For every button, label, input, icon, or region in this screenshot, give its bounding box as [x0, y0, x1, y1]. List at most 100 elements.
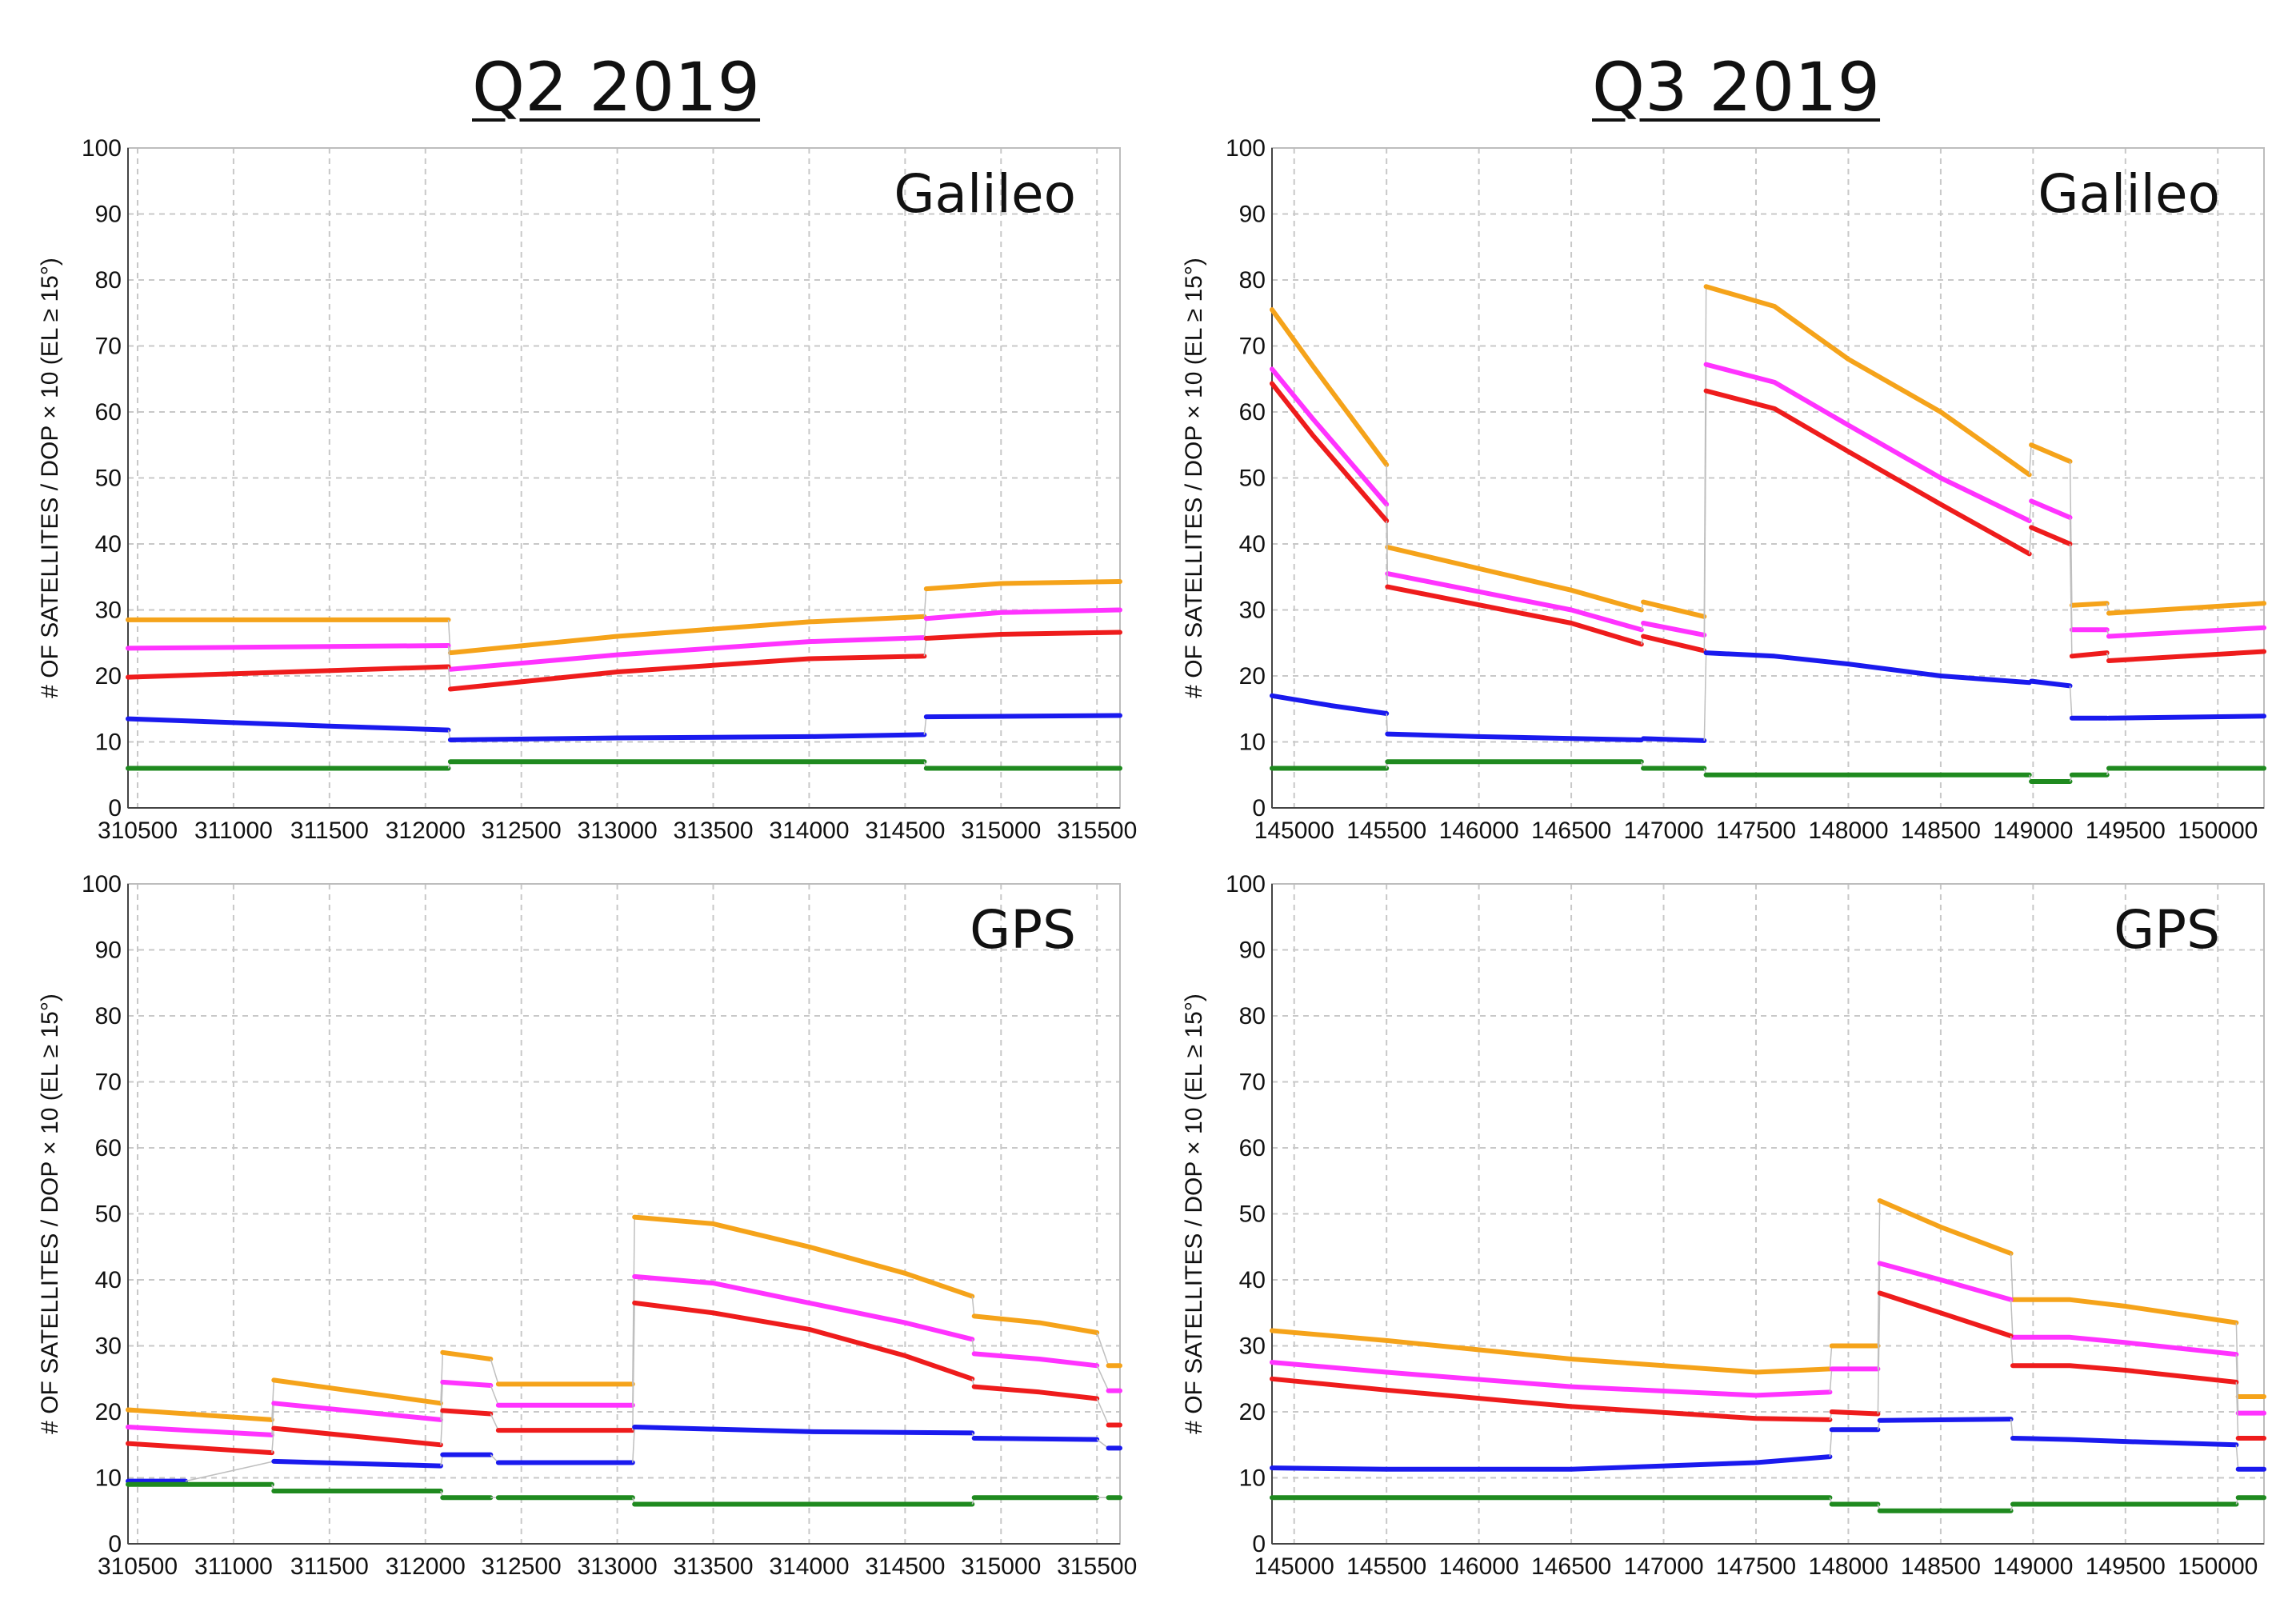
series-green: [126, 759, 1122, 771]
y-tick-label: 40: [95, 531, 122, 558]
segment-connector: [440, 1352, 444, 1404]
segment-connector: [971, 1339, 975, 1354]
series-segment-orange: [2106, 601, 2266, 616]
series-segment-magenta: [1703, 362, 2032, 524]
x-tick-label: 315500: [1057, 817, 1137, 844]
series-segment-red: [2106, 649, 2266, 663]
segment-connector: [1703, 390, 1707, 651]
segment-connector: [2069, 543, 2073, 657]
x-tick-label: 148000: [1808, 1553, 1888, 1580]
series-segment-orange: [1385, 545, 1644, 613]
x-tick-label: 145500: [1346, 1553, 1426, 1580]
x-tick-label: 311000: [194, 1553, 273, 1580]
y-tick-label: 40: [95, 1267, 122, 1293]
segment-connector: [271, 1380, 275, 1420]
segment-connector: [923, 589, 927, 617]
x-tick-label: 315500: [1057, 1553, 1137, 1580]
series-segment-orange: [447, 614, 927, 656]
segment-connector: [1877, 1293, 1881, 1414]
series-orange: [1270, 284, 2266, 619]
constellation-label: Galileo: [894, 163, 1076, 225]
segment-connector: [2235, 1445, 2239, 1469]
series-segment-orange: [1270, 1328, 1833, 1375]
y-tick-label: 10: [1239, 730, 1266, 756]
series-segment-red: [271, 1425, 443, 1448]
series-segment-blue: [126, 716, 451, 733]
x-tick-label: 149500: [2086, 817, 2166, 844]
y-tick-label: 100: [82, 871, 122, 897]
x-tick-label: 314000: [769, 817, 849, 844]
segment-connector: [1096, 1332, 1110, 1366]
x-tick-label: 314500: [865, 1553, 945, 1580]
segment-connector: [1829, 1429, 1833, 1457]
segment-connector: [271, 1428, 275, 1453]
y-tick-label: 0: [1252, 795, 1266, 821]
x-tick-label: 312000: [386, 817, 466, 844]
x-tick-label: 147000: [1623, 817, 1703, 844]
x-tick-label: 311500: [290, 817, 369, 844]
x-tick-label: 145500: [1346, 817, 1426, 844]
segment-connector: [1829, 1345, 1833, 1369]
series-segment-orange: [2010, 1297, 2239, 1325]
y-tick-label: 20: [95, 663, 122, 690]
x-tick-label: 315000: [961, 1553, 1041, 1580]
segment-connector: [185, 1461, 274, 1482]
segment-connector: [490, 1413, 499, 1431]
y-tick-label: 80: [95, 267, 122, 294]
series-segment-blue: [971, 1436, 1100, 1442]
series-segment-magenta: [1877, 1261, 2014, 1302]
series-segment-blue: [1270, 693, 1390, 716]
x-tick-label: 313000: [578, 1553, 658, 1580]
quarter-title-q3: Q3 2019: [1592, 48, 1881, 126]
x-tick-label: 312500: [482, 817, 562, 844]
y-tick-label: 50: [95, 466, 122, 492]
segment-connector: [2010, 1336, 2014, 1366]
series-segment-blue: [1270, 1454, 1833, 1472]
y-tick-label: 0: [108, 1531, 122, 1557]
chart-gps-q2: 310500 311000 311500 312000 312500 313000 3135…: [37, 871, 1137, 1580]
series-segment-red: [1270, 1376, 1833, 1422]
y-tick-label: 30: [1239, 598, 1266, 624]
y-tick-label: 60: [1239, 399, 1266, 426]
x-tick-label: 148500: [1901, 817, 1981, 844]
series-segment-orange: [1270, 307, 1390, 467]
series-magenta: [126, 1273, 1122, 1437]
series-segment-orange: [440, 1349, 494, 1361]
y-tick-label: 90: [1239, 937, 1266, 964]
series-segment-red: [2010, 1363, 2239, 1385]
y-tick-label: 20: [1239, 1399, 1266, 1425]
series-blue: [1270, 650, 2266, 743]
x-tick-label: 313000: [578, 817, 658, 844]
y-tick-label: 40: [1239, 1267, 1266, 1293]
series-segment-blue: [1703, 650, 2032, 686]
series-segment-magenta: [447, 635, 927, 672]
y-tick-label: 0: [1252, 1531, 1266, 1557]
y-tick-label: 10: [95, 1465, 122, 1492]
x-tick-label: 315000: [961, 817, 1041, 844]
series-segment-red: [1703, 388, 2032, 557]
y-tick-label: 40: [1239, 531, 1266, 558]
series-segment-red: [971, 1384, 1100, 1401]
x-tick-label: 310500: [98, 1553, 178, 1580]
y-axis-label: # OF SATELLITES / DOP × 10 (EL ≥ 15°): [1181, 993, 1207, 1434]
series-segment-red: [1270, 381, 1390, 524]
series-segment-orange: [1703, 284, 2032, 478]
x-tick-label: 146000: [1439, 817, 1519, 844]
y-tick-label: 70: [95, 1069, 122, 1096]
y-axis-label: # OF SATELLITES / DOP × 10 (EL ≥ 15°): [37, 993, 63, 1434]
series-green: [1270, 759, 2266, 784]
y-tick-label: 0: [108, 795, 122, 821]
series-segment-magenta: [971, 1351, 1100, 1369]
segment-connector: [923, 638, 927, 657]
constellation-label: GPS: [970, 899, 1076, 961]
constellation-label: Galileo: [2038, 163, 2220, 225]
y-tick-label: 20: [1239, 663, 1266, 690]
segment-connector: [2010, 1419, 2014, 1439]
series-segment-red: [1877, 1290, 2014, 1339]
x-tick-label: 146500: [1531, 1553, 1611, 1580]
y-tick-label: 60: [95, 399, 122, 426]
segment-connector: [440, 1381, 444, 1420]
y-axis-label: # OF SATELLITES / DOP × 10 (EL ≥ 15°): [37, 258, 63, 698]
segment-connector: [1096, 1365, 1110, 1391]
segment-connector: [1829, 1369, 1833, 1393]
